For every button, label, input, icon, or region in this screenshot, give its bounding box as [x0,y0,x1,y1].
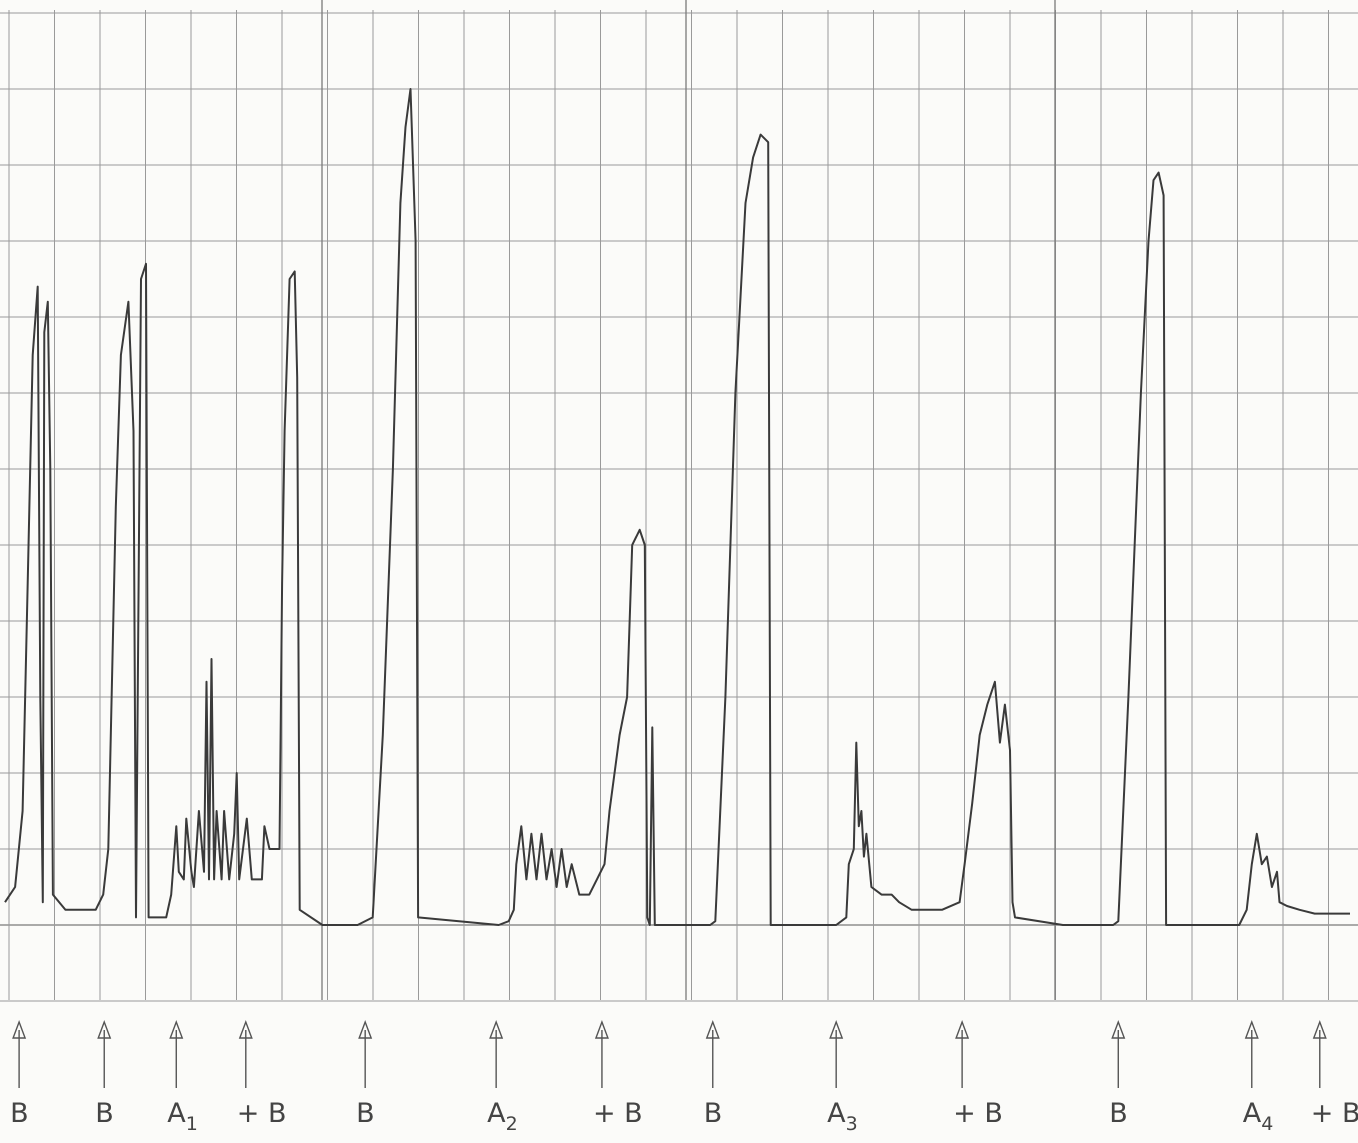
marker-arrow-head-icon [829,1020,844,1039]
marker-arrow-head-icon [489,1020,504,1039]
marker-label: B [356,1098,375,1129]
marker-label: B [95,1098,114,1129]
marker-label: A2 [487,1098,518,1135]
marker-label: A1 [167,1098,198,1135]
response-trace [4,88,1350,926]
marker-arrow-head-icon [169,1020,184,1039]
marker-label-subscript: 1 [186,1113,198,1135]
marker-label-subscript: 4 [1261,1113,1273,1135]
marker-arrow-head-icon [1111,1020,1126,1039]
marker-arrow-head-icon [1312,1020,1327,1039]
marker-arrow-head-icon [594,1020,609,1039]
marker-arrow-head-icon [705,1020,720,1039]
marker-label: B [10,1098,29,1129]
marker-label-subscript: 2 [506,1113,518,1135]
marker-arrow-head-icon [12,1020,27,1039]
marker-arrow-head-icon [358,1020,373,1039]
chart-grid [0,0,1358,1002]
marker-label: A4 [1243,1098,1274,1135]
marker-arrow-head-icon [238,1020,253,1039]
marker-arrow-head-icon [97,1020,112,1039]
marker-label: A3 [827,1098,858,1135]
marker-arrow-head-icon [955,1020,970,1039]
marker-label-subscript: 3 [846,1113,858,1135]
marker-label: B [704,1098,723,1129]
marker-label: + B [1311,1098,1358,1129]
event-markers: B B A1 + B B A2 + B B A3 + B B A4 + B [10,1020,1358,1135]
marker-label: + B [237,1098,287,1129]
marker-label: + B [593,1098,643,1129]
marker-arrow-head-icon [1244,1020,1259,1039]
marker-label: B [1109,1098,1128,1129]
marker-label: + B [953,1098,1003,1129]
